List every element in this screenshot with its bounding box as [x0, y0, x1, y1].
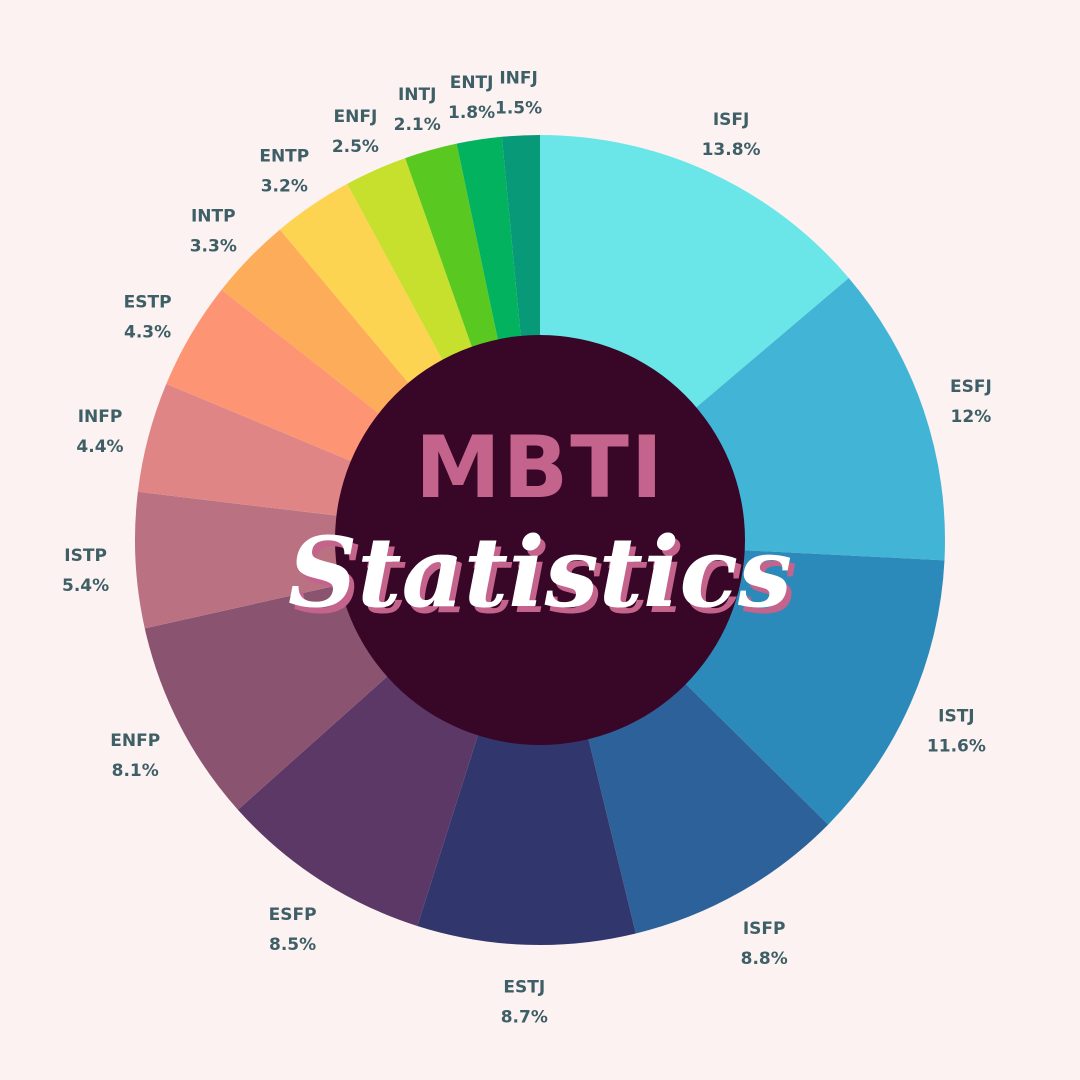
label-name-estp: ESTP [124, 293, 172, 313]
label-name-intp: INTP [191, 206, 236, 226]
label-name-intj: INTJ [398, 85, 436, 105]
label-name-esfp: ESFP [269, 905, 317, 925]
slice-labels: ISFJ 13.8% ESFJ 12% ISTJ 11.6% ISFP 8.8% ESTJ 8.7… [62, 69, 992, 1028]
label-value-intp: 3.3% [190, 236, 237, 256]
label-value-enfj: 2.5% [332, 137, 379, 157]
chart-subtitle: Statistics [288, 516, 792, 629]
label-value-isfj: 13.8% [702, 140, 761, 160]
label-value-isfp: 8.8% [741, 949, 788, 969]
chart-subtitle-shadow: Statistics [293, 522, 797, 635]
chart-title: MBTI [415, 418, 665, 518]
label-value-estj: 8.7% [501, 1008, 548, 1028]
label-value-intj: 2.1% [394, 115, 441, 135]
label-value-enfp: 8.1% [112, 761, 159, 781]
label-value-estp: 4.3% [124, 323, 171, 343]
label-name-istp: ISTP [64, 546, 107, 566]
center-circle [335, 335, 745, 745]
label-name-enfp: ENFP [110, 731, 160, 751]
label-name-isfj: ISFJ [713, 110, 750, 130]
label-name-estj: ESTJ [503, 978, 545, 998]
label-value-istj: 11.6% [927, 736, 986, 756]
label-name-infj: INFJ [499, 69, 538, 89]
label-value-entj: 1.8% [448, 103, 495, 123]
label-name-isfp: ISFP [743, 919, 786, 939]
label-name-entp: ENTP [259, 147, 309, 167]
label-value-esfp: 8.5% [269, 935, 316, 955]
label-value-entp: 3.2% [261, 177, 308, 197]
label-name-infp: INFP [78, 407, 123, 427]
label-value-esfj: 12% [951, 407, 992, 427]
label-name-istj: ISTJ [938, 706, 975, 726]
label-name-esfj: ESFJ [950, 377, 992, 397]
label-value-istp: 5.4% [62, 576, 109, 596]
label-value-infp: 4.4% [76, 437, 123, 457]
label-value-infj: 1.5% [495, 99, 542, 119]
label-name-entj: ENTJ [450, 73, 494, 93]
label-name-enfj: ENFJ [334, 107, 378, 127]
